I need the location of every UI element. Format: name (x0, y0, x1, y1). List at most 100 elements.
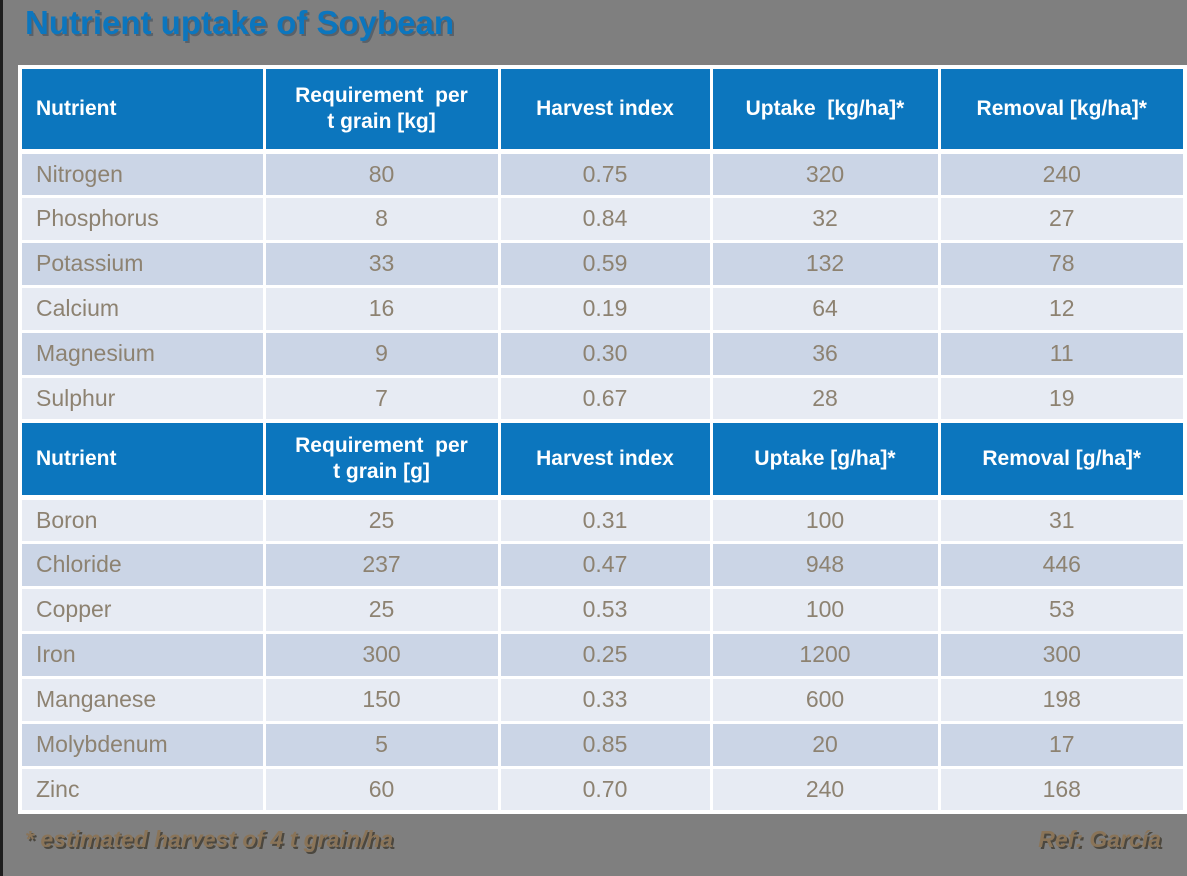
micro-header-removal: Removal [g/ha]* (937, 419, 1187, 500)
micro-table-body: Boron 25 0.31 100 31 Chloride 237 0.47 9… (18, 495, 1187, 814)
nutrient-uptake-table: Nutrient Requirement per t grain [kg] Ha… (18, 65, 1187, 814)
value-cell: 25 (262, 585, 501, 634)
slide-footer: * estimated harvest of 4 t grain/ha Ref:… (25, 826, 1161, 853)
table-row-manganese: Manganese 150 0.33 600 198 (18, 675, 1187, 724)
value-cell: 8 (262, 194, 501, 243)
macro-table-body: Nitrogen 80 0.75 320 240 Phosphorus 8 0.… (18, 149, 1187, 423)
value-cell: 240 (937, 149, 1187, 198)
value-cell: 12 (937, 284, 1187, 333)
nutrient-name-cell: Magnesium (18, 329, 266, 378)
nutrient-name-cell: Nitrogen (18, 149, 266, 198)
table-row-boron: Boron 25 0.31 100 31 (18, 495, 1187, 544)
micro-header-harvest-index: Harvest index (497, 419, 713, 500)
value-cell: 0.31 (497, 495, 713, 544)
macro-header-row: Nutrient Requirement per t grain [kg] Ha… (18, 65, 1187, 154)
macro-header-removal: Removal [kg/ha]* (937, 65, 1187, 154)
value-cell: 36 (709, 329, 941, 378)
value-cell: 80 (262, 149, 501, 198)
reference-text: Ref: García (1038, 826, 1161, 852)
value-cell: 27 (937, 194, 1187, 243)
nutrient-name-cell: Boron (18, 495, 266, 544)
micro-header-uptake: Uptake [g/ha]* (709, 419, 941, 500)
micro-header-nutrient: Nutrient (18, 419, 266, 500)
table-row-potassium: Potassium 33 0.59 132 78 (18, 239, 1187, 288)
table-row-copper: Copper 25 0.53 100 53 (18, 585, 1187, 634)
micro-header-row: Nutrient Requirement per t grain [g] Har… (18, 419, 1187, 500)
value-cell: 20 (709, 720, 941, 769)
footnote-text: * estimated harvest of 4 t grain/ha (25, 826, 394, 852)
value-cell: 1200 (709, 630, 941, 679)
macro-header-nutrient: Nutrient (18, 65, 266, 154)
nutrient-name-cell: Molybdenum (18, 720, 266, 769)
nutrient-name-cell: Calcium (18, 284, 266, 333)
value-cell: 0.19 (497, 284, 713, 333)
value-cell: 0.75 (497, 149, 713, 198)
value-cell: 60 (262, 765, 501, 814)
value-cell: 0.47 (497, 540, 713, 589)
value-cell: 300 (937, 630, 1187, 679)
table-row-nitrogen: Nitrogen 80 0.75 320 240 (18, 149, 1187, 198)
nutrient-name-cell: Chloride (18, 540, 266, 589)
value-cell: 100 (709, 585, 941, 634)
table-row-iron: Iron 300 0.25 1200 300 (18, 630, 1187, 679)
value-cell: 0.33 (497, 675, 713, 724)
value-cell: 28 (709, 374, 941, 423)
value-cell: 446 (937, 540, 1187, 589)
micro-table-header: Nutrient Requirement per t grain [g] Har… (18, 419, 1187, 500)
value-cell: 0.85 (497, 720, 713, 769)
nutrient-name-cell: Phosphorus (18, 194, 266, 243)
value-cell: 0.70 (497, 765, 713, 814)
macro-header-uptake: Uptake [kg/ha]* (709, 65, 941, 154)
nutrient-name-cell: Potassium (18, 239, 266, 288)
value-cell: 0.25 (497, 630, 713, 679)
nutrient-name-cell: Manganese (18, 675, 266, 724)
table-row-calcium: Calcium 16 0.19 64 12 (18, 284, 1187, 333)
value-cell: 9 (262, 329, 501, 378)
macro-header-requirement: Requirement per t grain [kg] (262, 65, 501, 154)
value-cell: 16 (262, 284, 501, 333)
value-cell: 33 (262, 239, 501, 288)
value-cell: 237 (262, 540, 501, 589)
value-cell: 198 (937, 675, 1187, 724)
value-cell: 53 (937, 585, 1187, 634)
value-cell: 600 (709, 675, 941, 724)
value-cell: 150 (262, 675, 501, 724)
value-cell: 948 (709, 540, 941, 589)
value-cell: 78 (937, 239, 1187, 288)
value-cell: 5 (262, 720, 501, 769)
value-cell: 0.59 (497, 239, 713, 288)
value-cell: 168 (937, 765, 1187, 814)
value-cell: 320 (709, 149, 941, 198)
value-cell: 0.53 (497, 585, 713, 634)
table-row-sulphur: Sulphur 7 0.67 28 19 (18, 374, 1187, 423)
macro-header-harvest-index: Harvest index (497, 65, 713, 154)
value-cell: 132 (709, 239, 941, 288)
value-cell: 17 (937, 720, 1187, 769)
table-row-phosphorus: Phosphorus 8 0.84 32 27 (18, 194, 1187, 243)
table-row-chloride: Chloride 237 0.47 948 446 (18, 540, 1187, 589)
nutrient-name-cell: Iron (18, 630, 266, 679)
value-cell: 64 (709, 284, 941, 333)
macro-table-header: Nutrient Requirement per t grain [kg] Ha… (18, 65, 1187, 154)
micro-header-requirement: Requirement per t grain [g] (262, 419, 501, 500)
table-row-molybdenum: Molybdenum 5 0.85 20 17 (18, 720, 1187, 769)
table-row-zinc: Zinc 60 0.70 240 168 (18, 765, 1187, 814)
value-cell: 300 (262, 630, 501, 679)
page-title: Nutrient uptake of Soybean (25, 4, 455, 41)
value-cell: 25 (262, 495, 501, 544)
table-row-magnesium: Magnesium 9 0.30 36 11 (18, 329, 1187, 378)
value-cell: 0.67 (497, 374, 713, 423)
nutrient-name-cell: Zinc (18, 765, 266, 814)
nutrient-name-cell: Copper (18, 585, 266, 634)
value-cell: 32 (709, 194, 941, 243)
value-cell: 31 (937, 495, 1187, 544)
value-cell: 0.30 (497, 329, 713, 378)
value-cell: 11 (937, 329, 1187, 378)
slide-left-edge (0, 0, 3, 876)
value-cell: 19 (937, 374, 1187, 423)
nutrient-name-cell: Sulphur (18, 374, 266, 423)
value-cell: 0.84 (497, 194, 713, 243)
value-cell: 100 (709, 495, 941, 544)
value-cell: 240 (709, 765, 941, 814)
value-cell: 7 (262, 374, 501, 423)
